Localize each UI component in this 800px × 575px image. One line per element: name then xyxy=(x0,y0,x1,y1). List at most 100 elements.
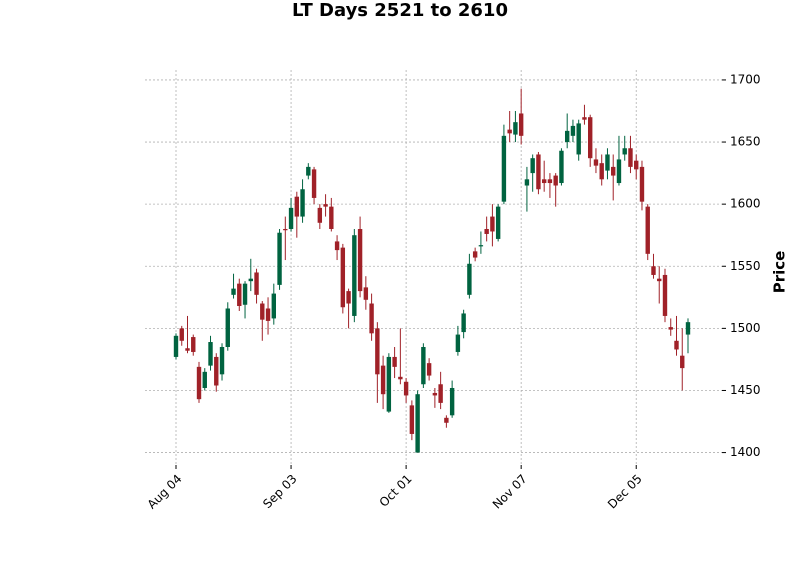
candle-body xyxy=(409,405,415,434)
candle-body xyxy=(639,166,645,202)
candle-body xyxy=(547,179,553,184)
candle-body xyxy=(651,266,656,275)
candle-body xyxy=(541,179,547,184)
candle-body xyxy=(576,123,581,155)
candle-body xyxy=(490,216,495,232)
candle-body xyxy=(513,122,518,135)
candle-body xyxy=(386,356,392,412)
candle-body xyxy=(225,308,230,347)
candle-body xyxy=(323,204,328,207)
candle-body xyxy=(484,228,489,234)
candle-body xyxy=(421,346,426,385)
candle-body xyxy=(283,228,288,231)
candle-body xyxy=(185,348,190,351)
candle-body xyxy=(507,129,512,134)
candle-body xyxy=(214,356,219,386)
candle-body xyxy=(611,166,616,176)
candle-body xyxy=(173,335,179,357)
candle-body xyxy=(380,365,386,395)
candle-body xyxy=(685,322,691,335)
candle-body xyxy=(553,175,558,186)
candle-body xyxy=(472,251,478,258)
candle-body xyxy=(628,148,633,167)
candle-body xyxy=(306,166,311,176)
candle-body xyxy=(680,355,685,369)
candle-body xyxy=(564,130,570,143)
candle-body xyxy=(260,303,265,320)
candle-body xyxy=(582,117,587,120)
x-tick-label: Nov 07 xyxy=(490,472,530,512)
y-tick-label: 1550 xyxy=(730,259,761,273)
candle-body xyxy=(674,340,679,350)
y-axis-label: Price xyxy=(771,251,789,294)
candle-body xyxy=(530,158,535,174)
candle-body xyxy=(645,206,650,254)
candle-body xyxy=(179,328,184,341)
candle-body xyxy=(524,179,530,186)
candle-body xyxy=(467,263,472,295)
chart-title: LT Days 2521 to 2610 xyxy=(292,0,508,21)
y-tick-label: 1700 xyxy=(730,72,761,86)
y-tick-label: 1650 xyxy=(730,135,761,149)
candle-body xyxy=(495,206,501,239)
candle-body xyxy=(242,283,248,305)
candle-body xyxy=(415,394,420,453)
candle-body xyxy=(536,154,541,190)
candle-body xyxy=(622,148,627,155)
candle-body xyxy=(392,356,397,367)
x-tick-label: Oct 01 xyxy=(377,472,415,510)
candle-body xyxy=(340,247,346,308)
candle-body xyxy=(518,113,524,136)
y-tick-label: 1600 xyxy=(730,197,761,211)
candle-body xyxy=(662,274,668,316)
y-tick-label: 1400 xyxy=(730,445,761,459)
candle-body xyxy=(329,206,334,229)
candle-body xyxy=(501,135,507,202)
candle-body xyxy=(599,163,604,180)
candle-body xyxy=(426,363,432,376)
candle-body xyxy=(265,308,271,321)
candle-body xyxy=(363,287,369,300)
candle-body xyxy=(478,245,484,247)
candle-body xyxy=(461,313,466,333)
candle-body xyxy=(593,159,599,166)
candle-body xyxy=(231,288,236,295)
candle-body xyxy=(346,291,351,304)
candle-body xyxy=(570,125,576,136)
candle-body xyxy=(657,278,662,282)
candle-body xyxy=(455,334,461,352)
candle-body xyxy=(352,235,357,316)
candle-body xyxy=(559,150,564,184)
candle-body xyxy=(668,327,673,330)
candle-body xyxy=(403,381,409,396)
candle-body xyxy=(369,303,374,334)
y-tick-label: 1500 xyxy=(730,321,761,335)
candle-body xyxy=(248,278,253,282)
candle-body xyxy=(294,196,300,217)
candle-body xyxy=(634,160,639,170)
candle-body xyxy=(357,228,363,292)
candle-body xyxy=(449,387,455,416)
candle-body xyxy=(444,417,449,423)
candle-body xyxy=(375,328,380,375)
candle-body xyxy=(208,342,213,366)
x-tick-label: Dec 05 xyxy=(605,472,645,512)
candle-body xyxy=(311,169,317,198)
candle-body xyxy=(271,293,276,319)
candle-body xyxy=(398,376,403,380)
candle-body xyxy=(219,346,225,375)
candle-body xyxy=(300,189,305,217)
y-tick-label: 1450 xyxy=(730,383,761,397)
candle-body xyxy=(317,207,323,223)
candle-body xyxy=(334,241,340,251)
candle-body xyxy=(254,272,259,295)
x-tick-label: Aug 04 xyxy=(145,472,185,512)
candle-body xyxy=(432,392,438,396)
candle-body xyxy=(191,337,196,352)
x-tick-label: Sep 03 xyxy=(260,472,299,511)
candle-body xyxy=(277,232,282,285)
candle-body xyxy=(438,384,443,403)
candle-body xyxy=(196,366,202,400)
candle-body xyxy=(202,371,207,388)
